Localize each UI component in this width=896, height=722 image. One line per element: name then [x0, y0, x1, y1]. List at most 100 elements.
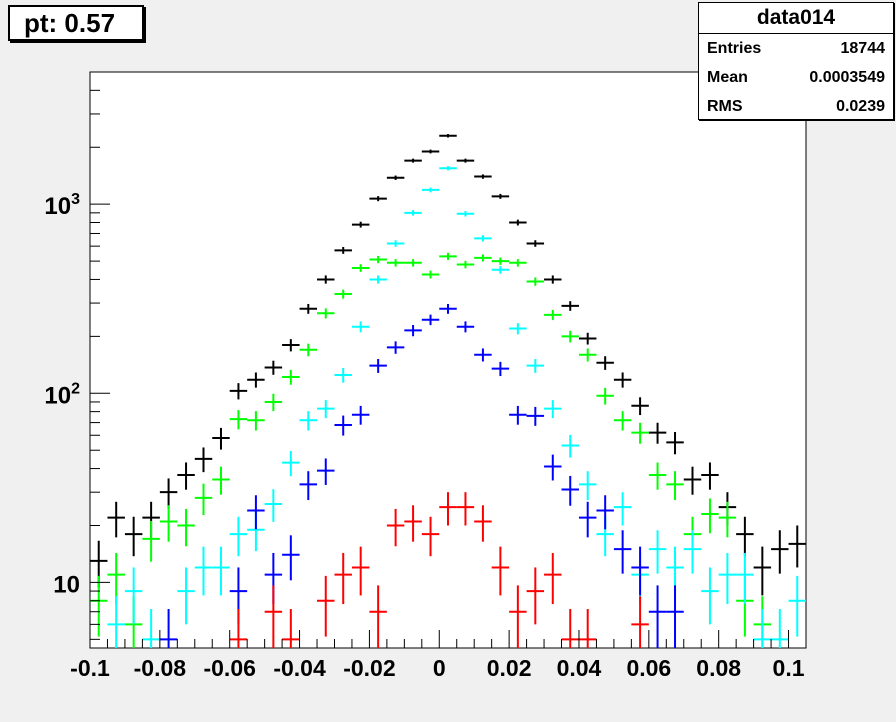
data-point: [386, 175, 405, 180]
stats-value: 18744: [840, 39, 886, 57]
data-point: [753, 546, 772, 596]
data-point: [334, 415, 352, 436]
data-point: [491, 257, 510, 265]
data-point: [229, 516, 248, 557]
data-point: [439, 492, 457, 526]
data-point: [264, 360, 283, 375]
data-point: [264, 585, 283, 648]
axes-layer: -0.1 -0.08 -0.06 -0.04 -0.02 0 0.02 0.04 0.06 0.0…: [44, 71, 807, 681]
data-point: [788, 525, 806, 568]
data-point: [578, 501, 597, 538]
data-point: [334, 289, 352, 299]
data-point: [701, 462, 719, 490]
x-tick-label: -0.04: [273, 655, 326, 681]
stats-label: Mean: [707, 68, 748, 86]
data-point: [229, 383, 248, 400]
data-point: [736, 552, 754, 605]
y-tick-label: 103: [44, 191, 80, 220]
stats-label: RMS: [707, 97, 743, 115]
data-point: [351, 405, 370, 425]
data-point: [456, 260, 475, 269]
data-point: [613, 372, 632, 388]
data-point: [299, 471, 318, 501]
stats-row-rms: RMS 0.0239: [699, 92, 893, 121]
data-point: [317, 575, 335, 637]
plot-frame: [89, 71, 807, 649]
stats-name: data014: [699, 3, 893, 34]
data-point: [578, 471, 597, 501]
data-point: [701, 498, 719, 534]
data-point: [142, 608, 160, 648]
data-point: [648, 462, 667, 490]
data-point: [771, 608, 789, 648]
data-point: [404, 325, 422, 337]
data-point: [561, 475, 579, 506]
data-point: [509, 405, 527, 425]
data-point: [439, 166, 457, 171]
data-point: [753, 608, 772, 648]
data-point: [317, 400, 335, 419]
data-point: [229, 608, 248, 648]
stats-value: 0.0003549: [809, 68, 885, 86]
data-point: [177, 462, 195, 490]
data-point: [526, 406, 545, 426]
stats-value: 0.0239: [836, 97, 885, 115]
y-tick-label: 102: [44, 380, 80, 409]
data-point: [194, 483, 213, 516]
data-point: [526, 359, 545, 373]
data-point: [159, 478, 178, 509]
data-point: [212, 427, 230, 450]
data-point: [124, 567, 143, 625]
data-point: [247, 411, 265, 431]
data-point: [578, 608, 597, 648]
data-point: [386, 259, 405, 267]
data-point: [509, 259, 527, 267]
data-point: [212, 546, 230, 596]
data-point: [474, 235, 492, 242]
data-point: [631, 397, 649, 416]
data-point: [194, 546, 213, 596]
data-point: [544, 552, 562, 605]
pad-title: pt: 0.57: [8, 5, 144, 41]
stats-label: Entries: [707, 39, 762, 57]
data-point: [421, 516, 440, 557]
data-point: [648, 530, 667, 574]
data-point: [456, 211, 475, 217]
data-point: [666, 471, 684, 501]
data-point: [404, 505, 422, 542]
data-point: [474, 348, 492, 362]
stats-row-mean: Mean 0.0003549: [699, 63, 893, 92]
data-point: [544, 454, 562, 481]
data-point: [107, 596, 125, 648]
stats-box: data014 Entries 18744 Mean 0.0003549 RMS…: [698, 2, 894, 120]
data-point: [544, 400, 562, 419]
x-tick-label: 0: [433, 655, 446, 681]
data-point: [718, 501, 737, 538]
data-point: [683, 466, 702, 495]
series-layer: [90, 134, 806, 648]
data-point: [369, 255, 387, 264]
series-2: [107, 166, 806, 648]
data-point: [212, 466, 230, 495]
data-point: [439, 303, 457, 314]
data-point: [648, 585, 667, 648]
data-point: [282, 450, 300, 477]
data-point: [107, 552, 125, 605]
data-point: [247, 372, 265, 388]
data-point: [264, 489, 283, 522]
data-point: [369, 275, 387, 284]
data-point: [299, 303, 318, 314]
data-point: [736, 516, 754, 557]
data-point: [456, 492, 475, 526]
data-point: [159, 608, 178, 648]
data-point: [369, 359, 387, 373]
data-point: [578, 332, 597, 345]
data-point: [456, 158, 475, 163]
data-point: [404, 210, 422, 216]
data-point: [456, 321, 475, 333]
data-point: [666, 432, 684, 455]
data-point: [334, 246, 352, 254]
data-point: [561, 608, 579, 648]
x-tick-label: -0.02: [343, 655, 395, 681]
